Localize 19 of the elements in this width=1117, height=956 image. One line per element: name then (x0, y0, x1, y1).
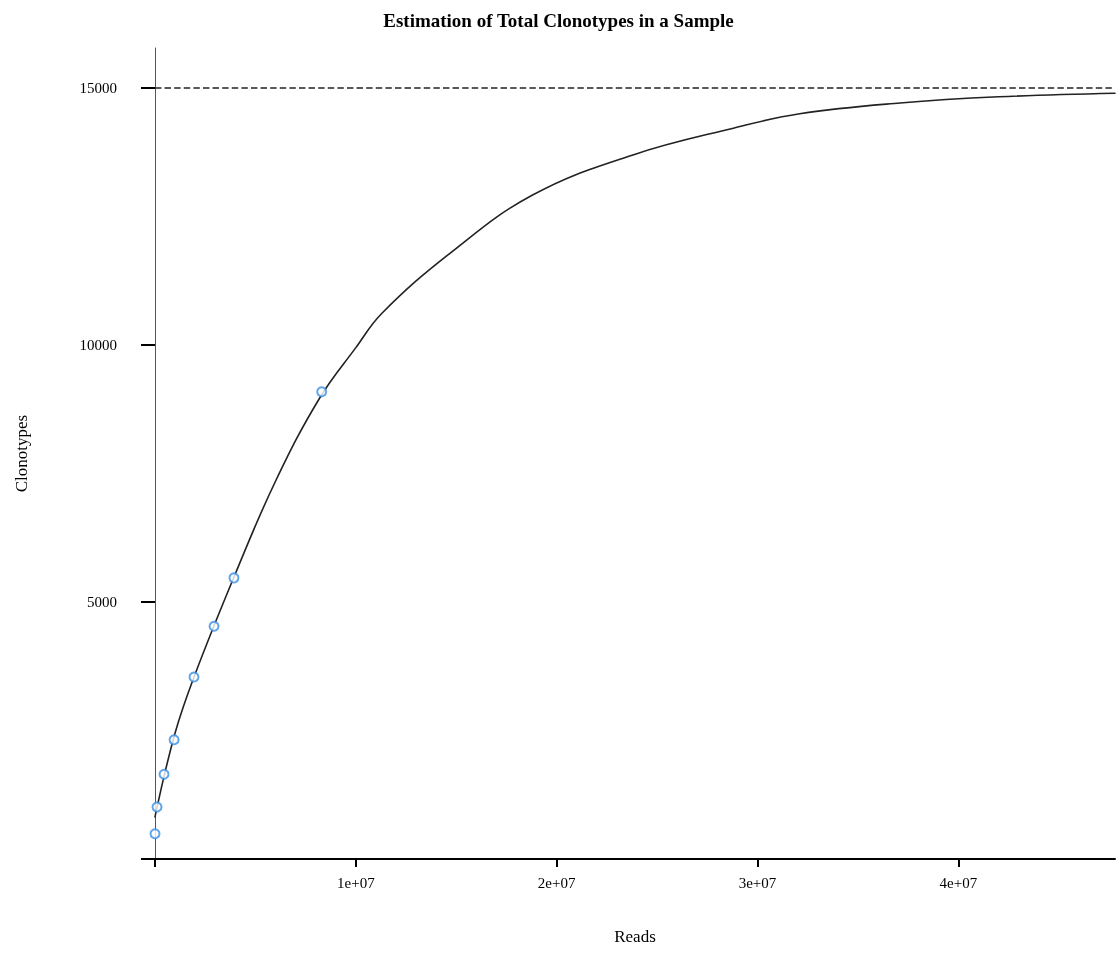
x-tick-label: 3e+07 (738, 874, 777, 891)
x-axis-title: Reads (614, 927, 656, 946)
point (208, 620, 220, 632)
y-axis-title: Clonotypes (12, 414, 31, 493)
point (149, 828, 161, 840)
chart-title: Estimation of Total Clonotypes in a Sample (383, 10, 734, 31)
y-tick-label: 5000 (87, 594, 117, 611)
x-tick-label: 1e+07 (337, 874, 376, 891)
y-tick-label: 15000 (79, 80, 117, 97)
point (316, 386, 328, 398)
y-tick-label: 10000 (79, 337, 117, 354)
point (151, 801, 163, 813)
x-tick-label: 4e+07 (939, 874, 978, 891)
point (188, 671, 200, 683)
x-tick-label: 2e+07 (537, 874, 576, 891)
point (158, 768, 170, 780)
point (168, 734, 180, 746)
point (228, 572, 240, 584)
line-series (154, 92, 1116, 818)
